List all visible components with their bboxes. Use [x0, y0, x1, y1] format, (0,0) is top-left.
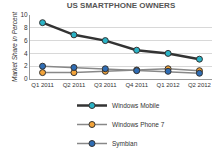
svg-text:Q1 2012: Q1 2012	[157, 82, 181, 88]
svg-text:Q3 2011: Q3 2011	[94, 82, 117, 88]
svg-text:0: 0	[24, 75, 28, 82]
svg-text:10: 10	[20, 11, 28, 18]
svg-text:4: 4	[24, 50, 28, 57]
svg-text:Q1 2011: Q1 2011	[31, 82, 54, 88]
svg-text:6: 6	[24, 37, 28, 44]
svg-text:Windows Mobile: Windows Mobile	[112, 102, 160, 109]
svg-text:Q2 2011: Q2 2011	[63, 82, 86, 88]
svg-text:Market Share in Percent: Market Share in Percent	[11, 11, 18, 82]
svg-text:2: 2	[24, 62, 28, 69]
svg-text:Windows Phone 7: Windows Phone 7	[112, 121, 165, 128]
svg-text:Symbian: Symbian	[112, 140, 138, 148]
svg-text:Q2 2012: Q2 2012	[188, 82, 212, 88]
svg-text:Q4 2011: Q4 2011	[125, 82, 148, 88]
svg-text:8: 8	[24, 24, 28, 31]
svg-text:US SMARTPHONE OWNERS: US SMARTPHONE OWNERS	[67, 1, 176, 10]
